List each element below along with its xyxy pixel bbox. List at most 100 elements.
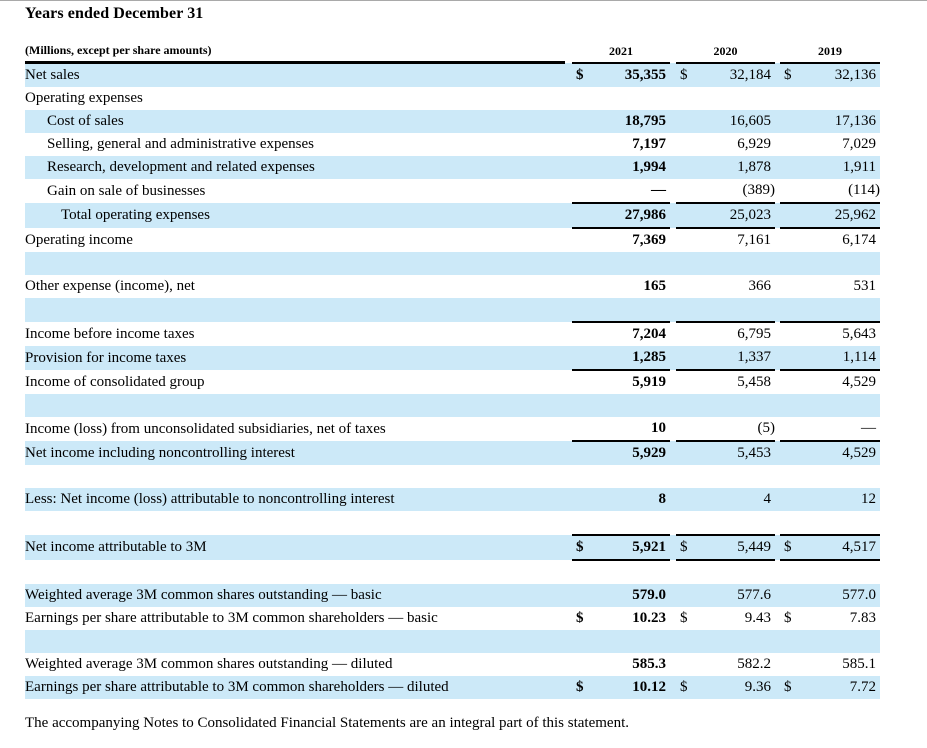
row-label: Earnings per share attributable to 3M co… [25,610,438,626]
currency-symbol: $ [784,610,792,626]
row-label: Research, development and related expens… [25,156,565,179]
value-2020: 32,184 [704,62,775,87]
value-2019: 7,029 [842,136,876,152]
row-label: Total operating expenses [25,203,565,228]
column-gap [565,275,572,298]
currency-symbol [780,298,808,323]
column-gap [565,252,572,275]
currency-symbol [780,488,808,511]
column-gap [565,676,572,699]
spacer-row [25,511,880,535]
table-row: Less: Net income (loss) attributable to … [25,488,880,511]
value-2021 [598,298,670,323]
currency-symbol: $ [572,534,598,561]
column-gap [565,346,572,370]
row-label [25,560,565,584]
value-2021: — [598,179,670,204]
value-2021: 5,919 [632,374,666,390]
currency-symbol [572,252,598,275]
currency-symbol: $ [576,610,584,626]
column-gap [565,110,572,133]
currency-symbol [676,630,704,653]
currency-symbol [572,87,598,110]
row-label [25,252,565,275]
row-label: Income before income taxes [25,325,195,342]
column-gap [565,653,572,676]
column-gap [565,511,572,535]
currency-symbol [780,560,808,584]
row-label [25,511,565,535]
column-gap [565,465,572,488]
currency-symbol [676,252,704,275]
currency-symbol [572,203,598,229]
value-2021: 7,369 [632,232,666,248]
currency-symbol [676,370,704,394]
value-2021: 10.12 [598,676,670,699]
currency-symbol [572,179,598,204]
row-label: Net income attributable to 3M [25,535,565,560]
page-title: Years ended December 31 [25,5,204,22]
value-2021: 165 [643,278,667,294]
year-header-2021: 2021 [572,34,670,64]
column-gap [775,535,780,560]
currency-symbol [676,394,704,417]
currency-symbol [780,465,808,488]
column-gap [775,110,780,133]
column-gap [565,322,572,346]
currency-symbol [676,488,704,511]
value-2019: 585.1 [842,656,876,672]
table-row: Weighted average 3M common shares outsta… [25,584,880,607]
value-2021 [598,560,670,584]
value-2021: 18,795 [598,110,670,133]
value-2019: 1,911 [808,156,880,179]
value-2020 [704,394,775,417]
value-2021: 35,355 [598,62,670,87]
value-2020: 5,449 [704,534,775,561]
column-gap [670,346,676,370]
value-2020 [704,630,775,653]
table-row: Weighted average 3M common shares outsta… [25,653,880,676]
table-row: Earnings per share attributable to 3M co… [25,676,880,699]
value-2020: 582.2 [737,656,771,672]
currency-symbol [676,228,704,252]
value-2020 [704,465,775,488]
currency-symbol [676,156,704,179]
value-2019: 4,529 [842,374,876,390]
value-2019: 5,643 [842,326,876,342]
currency-symbol [780,275,808,298]
table-row: Total operating expenses 27,986 25,023 25,9… [25,203,880,229]
currency-symbol [676,465,704,488]
column-gap [565,228,572,252]
row-label: Operating expenses [25,90,143,106]
currency-symbol [780,441,808,465]
table-row: Earnings per share attributable to 3M co… [25,607,880,630]
spacer-row [25,560,880,584]
currency-symbol [572,322,598,346]
value-2020: 16,605 [704,110,775,133]
table-row: Income (loss) from unconsolidated subsid… [25,417,880,442]
value-2020 [704,252,775,275]
value-2020: 9.36 [704,676,775,699]
column-gap [670,62,676,87]
column-gap [670,488,676,511]
value-2020: 366 [748,278,772,294]
value-2019: 1,114 [808,346,880,371]
currency-symbol [572,133,598,156]
table-caption: (Millions, except per share amounts) [25,34,565,64]
table-row: Research, development and related expens… [25,156,880,179]
value-2019: 7.72 [808,676,880,699]
currency-symbol [780,156,808,179]
currency-symbol [780,511,808,535]
column-gap [670,110,676,133]
value-2019 [808,394,880,417]
value-2020 [704,87,775,110]
table-row: Selling, general and administrative expe… [25,133,880,156]
currency-symbol: $ [680,610,688,626]
value-2019: 32,136 [808,62,880,87]
currency-symbol [676,441,704,465]
column-gap [670,535,676,560]
currency-symbol [572,228,598,252]
table-row: Provision for income taxes 1,285 1,337 1,11… [25,346,880,371]
column-gap [565,34,572,63]
value-2020: (389) [704,179,775,204]
